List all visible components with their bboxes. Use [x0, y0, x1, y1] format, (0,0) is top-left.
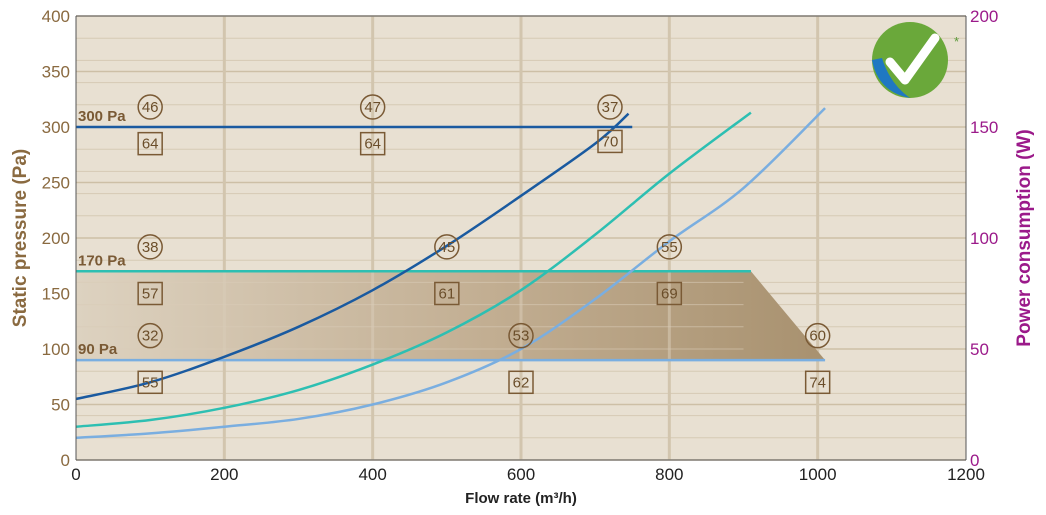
- annotations: 46 47 37 38 45 55 32 53 60 64 64 70 57 61 69 55 62 74: [137, 94, 831, 395]
- checkmark-logo-icon: *: [872, 22, 959, 98]
- y-left-tick-label: 400: [42, 7, 70, 26]
- circle-annotation: [597, 94, 623, 120]
- y-left-tick-label: 100: [42, 340, 70, 359]
- series-line-1: [75, 112, 630, 401]
- pressure-level-label: 170 Pa: [78, 252, 126, 269]
- circle-annotation: [656, 234, 683, 260]
- x-tick-label: 400: [358, 465, 386, 484]
- box-annotation: [508, 370, 534, 395]
- circle-annotation: [137, 234, 163, 260]
- x-tick-label: 600: [507, 465, 535, 484]
- pressure-level-label: 300 Pa: [78, 108, 126, 125]
- y-left-tick-label: 50: [51, 396, 70, 415]
- box-annotation-label: 64: [142, 136, 159, 153]
- shaded-operating-area: [76, 271, 826, 361]
- y-right-tick-label: 150: [970, 118, 998, 137]
- circle-annotation-label: 32: [142, 328, 159, 345]
- circle-annotation: [137, 94, 163, 120]
- box-annotation-label: 62: [513, 374, 530, 391]
- x-axis-title: Flow rate (m³/h): [465, 490, 577, 507]
- box-annotation-label: 74: [809, 374, 826, 391]
- pressure-level-lines: 300 Pa 170 Pa 90 Pa: [76, 108, 826, 362]
- y-left-tick-label: 250: [42, 174, 70, 193]
- y-axis-left-title: Static pressure (Pa): [10, 149, 31, 327]
- y-left-tick-label: 150: [42, 285, 70, 304]
- x-tick-label: 0: [71, 465, 80, 484]
- y-axis-right-ticks: 0 50 100 150 200: [970, 7, 998, 470]
- circle-annotation-label: 46: [142, 99, 159, 116]
- box-annotation-label: 61: [438, 286, 455, 303]
- circle-annotation-label: 47: [364, 99, 381, 116]
- y-axis-left-ticks: 0 50 100 150 200 250 300 350 400: [42, 7, 70, 470]
- box-annotation: [434, 281, 460, 306]
- circle-annotation-label: 45: [438, 239, 455, 256]
- y-left-tick-label: 300: [42, 118, 70, 137]
- x-tick-label: 200: [210, 465, 238, 484]
- y-left-tick-label: 0: [61, 451, 70, 470]
- box-annotation: [804, 370, 831, 395]
- box-annotation-label: 69: [661, 286, 678, 303]
- circle-annotation-label: 53: [513, 328, 530, 345]
- circle-annotation: [434, 234, 460, 260]
- box-annotation: [597, 129, 623, 154]
- circle-annotation-label: 38: [142, 239, 159, 256]
- circle-annotation: [508, 322, 534, 349]
- y-right-tick-label: 0: [970, 451, 979, 470]
- box-annotation-label: 55: [142, 374, 159, 391]
- logo-asterisk: *: [954, 34, 959, 49]
- circle-annotation: [137, 322, 163, 349]
- circle-annotation: [359, 94, 386, 120]
- box-annotation: [656, 281, 683, 306]
- box-annotation-label: 70: [602, 133, 619, 150]
- x-tick-label: 1000: [799, 465, 837, 484]
- box-annotation-label: 57: [142, 286, 159, 303]
- box-annotation: [137, 370, 163, 395]
- y-right-tick-label: 50: [970, 340, 989, 359]
- circle-annotation-label: 55: [661, 239, 678, 256]
- series-line-3: [75, 107, 826, 440]
- x-tick-label: 1200: [947, 465, 985, 484]
- pressure-curves: [75, 107, 826, 440]
- y-right-tick-label: 100: [970, 229, 998, 248]
- circle-annotation: [804, 322, 831, 349]
- series-line-2: [75, 111, 752, 428]
- x-axis-ticks: 0 200 400 600 800 1000 1200: [71, 465, 985, 484]
- box-annotation: [137, 281, 163, 306]
- circle-annotation-label: 60: [809, 328, 826, 345]
- box-annotation: [359, 131, 386, 156]
- x-tick-label: 800: [655, 465, 683, 484]
- y-axis-right-title: Power consumption (W): [1014, 129, 1035, 346]
- y-left-tick-label: 200: [42, 229, 70, 248]
- pressure-level-label: 90 Pa: [78, 341, 118, 358]
- box-annotation-label: 64: [364, 136, 381, 153]
- circle-annotation-label: 37: [602, 99, 619, 116]
- y-right-tick-label: 200: [970, 7, 998, 26]
- y-left-tick-label: 350: [42, 63, 70, 82]
- box-annotation: [137, 131, 163, 156]
